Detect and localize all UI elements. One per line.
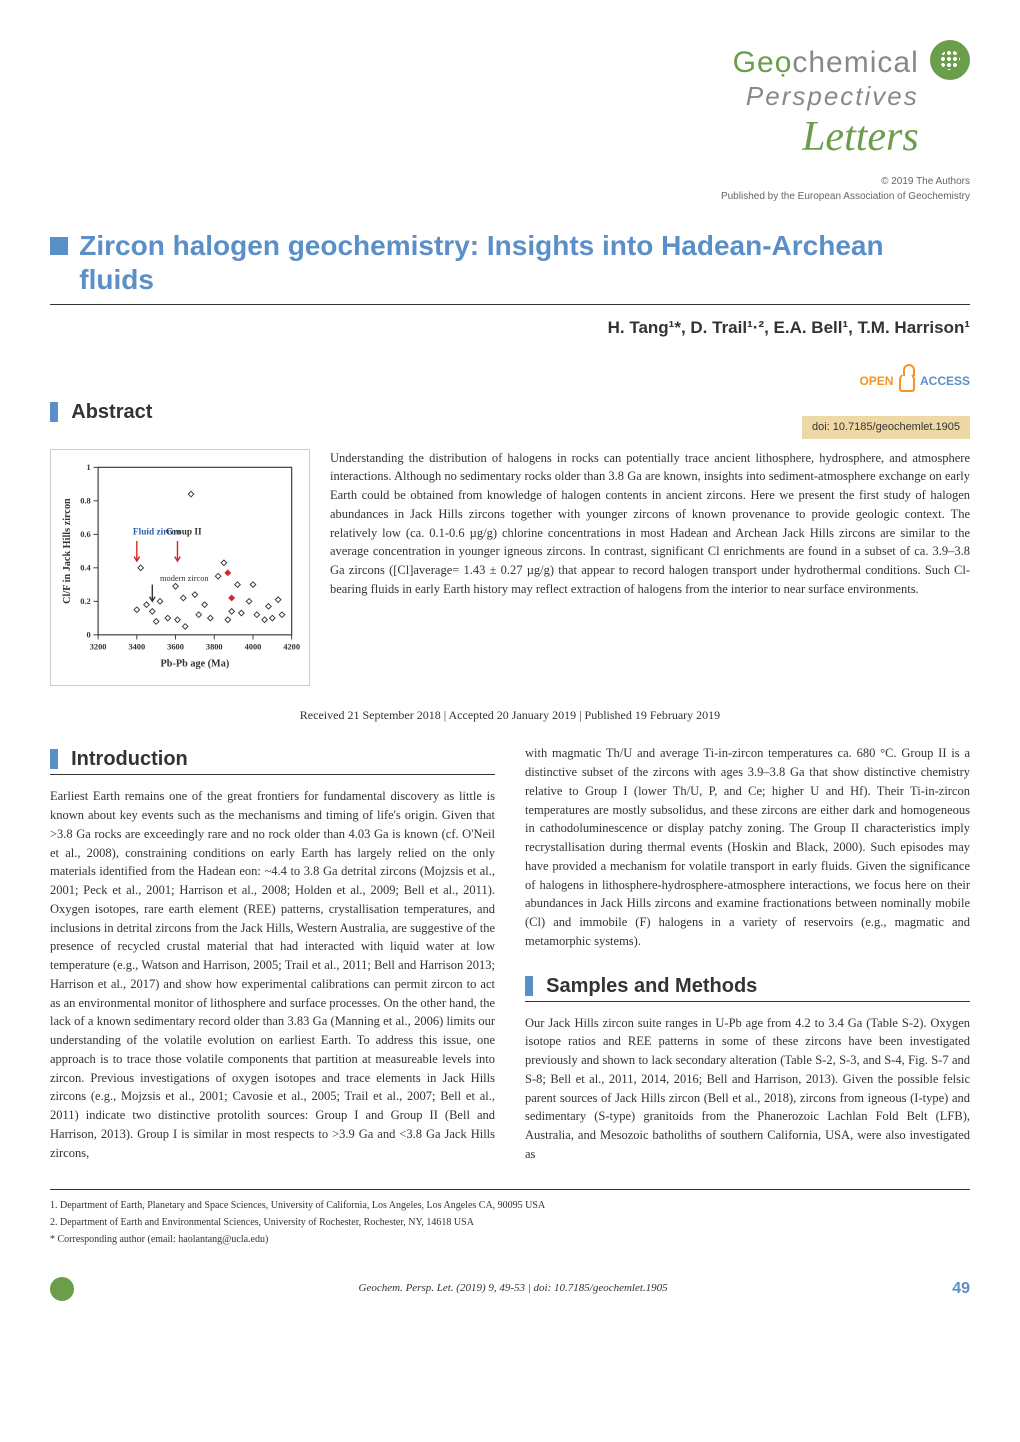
- samples-paragraph: Our Jack Hills zircon suite ranges in U-…: [525, 1014, 970, 1164]
- title-marker-icon: [50, 237, 68, 255]
- svg-text:modern zircon: modern zircon: [160, 574, 209, 583]
- abstract-header: Abstract: [50, 397, 802, 427]
- doi-box: doi: 10.7185/geochemlet.1905: [802, 416, 970, 439]
- intro-paragraph-2: with magmatic Th/U and average Ti-in-zir…: [525, 744, 970, 950]
- copyright-block: © 2019 The Authors Published by the Euro…: [50, 174, 970, 204]
- logo-geo: Ge: [733, 46, 775, 79]
- scatter-chart-svg: 3200 3400 3600 3800 4000 4200 0 0.2 0.4 0.6 0.8 1 Pb…: [59, 458, 301, 672]
- authors: H. Tang¹*, D. Trail¹·², E.A. Bell¹, T.M.…: [50, 315, 970, 341]
- intro-header: Introduction: [50, 744, 495, 775]
- svg-text:0.8: 0.8: [80, 496, 90, 505]
- copyright-line2: Published by the European Association of…: [50, 189, 970, 204]
- svg-text:3400: 3400: [128, 642, 145, 651]
- open-access-badge: OPEN ACCESS: [50, 371, 970, 392]
- footer-page-number: 49: [952, 1277, 970, 1301]
- footer-citation: Geochem. Persp. Let. (2019) 9, 49-53 | d…: [74, 1280, 952, 1297]
- affiliation-2: 2. Department of Earth and Environmental…: [50, 1215, 970, 1230]
- svg-text:1: 1: [86, 463, 90, 472]
- abstract-text: Understanding the distribution of haloge…: [330, 449, 970, 599]
- footer-logo-icon: [50, 1277, 74, 1301]
- open-lock-icon: [899, 372, 915, 392]
- copyright-line1: © 2019 The Authors: [50, 174, 970, 189]
- svg-text:3200: 3200: [90, 642, 107, 651]
- svg-text:0.6: 0.6: [80, 530, 90, 539]
- oa-access-text: ACCESS: [920, 374, 970, 388]
- page-footer: Geochem. Persp. Let. (2019) 9, 49-53 | d…: [50, 1267, 970, 1301]
- svg-text:Pb-Pb age (Ma): Pb-Pb age (Ma): [161, 658, 230, 669]
- right-column: with magmatic Th/U and average Ti-in-zir…: [525, 744, 970, 1163]
- svg-text:Cl/F in Jack Hills zircon: Cl/F in Jack Hills zircon: [62, 498, 73, 604]
- abstract-chart: 3200 3400 3600 3800 4000 4200 0 0.2 0.4 0.6 0.8 1 Pb…: [50, 449, 310, 687]
- svg-text:4200: 4200: [283, 642, 300, 651]
- corresponding-author: * Corresponding author (email: haolantan…: [50, 1232, 970, 1247]
- affiliation-1: 1. Department of Earth, Planetary and Sp…: [50, 1198, 970, 1213]
- svg-text:3600: 3600: [167, 642, 184, 651]
- left-column: Introduction Earliest Earth remains one …: [50, 744, 495, 1163]
- svg-text:Group II: Group II: [166, 527, 202, 537]
- journal-logo: Geọchemical Perspectives Letters: [50, 40, 970, 169]
- svg-text:4000: 4000: [245, 642, 262, 651]
- title-block: Zircon halogen geochemistry: Insights in…: [50, 229, 970, 305]
- affiliations-block: 1. Department of Earth, Planetary and Sp…: [50, 1189, 970, 1247]
- svg-text:0.4: 0.4: [80, 563, 91, 572]
- samples-title: Samples and Methods: [546, 971, 757, 1001]
- section-marker-icon: [50, 749, 58, 769]
- intro-title: Introduction: [71, 744, 188, 774]
- logo-gedot: ọ: [775, 46, 793, 79]
- svg-text:0.2: 0.2: [80, 597, 90, 606]
- article-title: Zircon halogen geochemistry: Insights in…: [79, 229, 959, 296]
- logo-badge-icon: [930, 40, 970, 80]
- svg-text:0: 0: [86, 630, 90, 639]
- article-dates: Received 21 September 2018 | Accepted 20…: [50, 706, 970, 724]
- section-marker-icon: [50, 402, 58, 422]
- svg-text:3800: 3800: [206, 642, 223, 651]
- abstract-title: Abstract: [71, 397, 152, 427]
- logo-chemical: chemical: [792, 46, 918, 79]
- intro-paragraph-1: Earliest Earth remains one of the great …: [50, 787, 495, 1162]
- oa-open-text: OPEN: [859, 374, 893, 388]
- samples-header: Samples and Methods: [525, 971, 970, 1002]
- section-marker-icon: [525, 976, 533, 996]
